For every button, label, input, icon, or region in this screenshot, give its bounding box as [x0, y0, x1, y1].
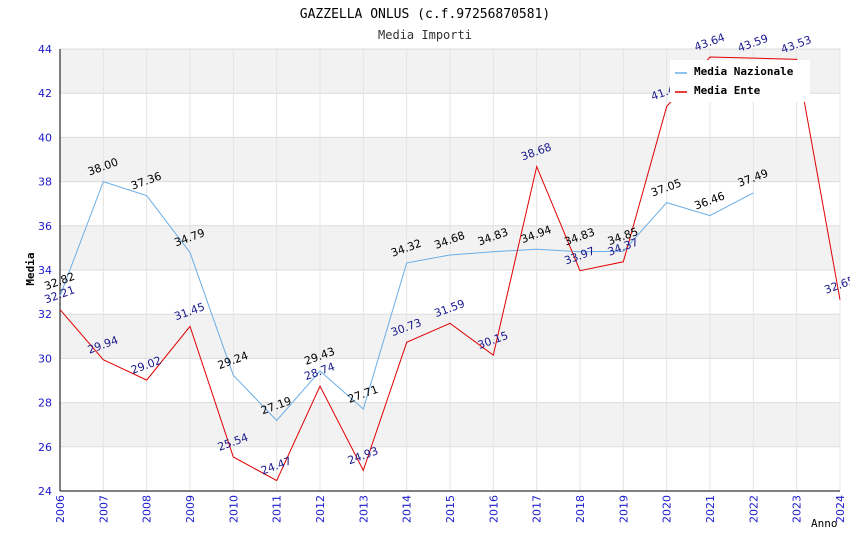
x-tick-label-2015: 2015: [444, 495, 457, 523]
legend-label-media-ente: Media Ente: [694, 84, 761, 97]
x-tick-label-2008: 2008: [141, 495, 154, 523]
x-tick-label-2009: 2009: [184, 495, 197, 523]
series-lines: [59, 56, 841, 482]
x-tick-label-2024: 2024: [834, 495, 847, 523]
axes: [59, 49, 840, 492]
y-tick-label-32: 32: [38, 308, 52, 321]
x-tick-label-2023: 2023: [791, 495, 804, 523]
y-tick-label-26: 26: [38, 441, 52, 454]
x-tick-label-2017: 2017: [531, 495, 544, 523]
legend-label-media-nazionale: Media Nazionale: [694, 65, 794, 78]
x-tick-label-2010: 2010: [227, 495, 240, 523]
x-tick-label-2020: 2020: [661, 495, 674, 523]
legend: Media Nazionale Media Ente: [670, 60, 810, 102]
y-tick-label-38: 38: [38, 176, 52, 189]
y-tick-label-34: 34: [38, 264, 52, 277]
x-tick-label-2022: 2022: [747, 495, 760, 523]
series-line-1: [59, 56, 841, 482]
x-tick-label-2016: 2016: [487, 495, 500, 523]
x-tick-label-2007: 2007: [97, 495, 110, 523]
x-tick-label-2019: 2019: [617, 495, 630, 523]
x-tick-label-2011: 2011: [271, 495, 284, 523]
x-tick-label-2014: 2014: [401, 495, 414, 523]
x-axis-label: Anno: [811, 517, 838, 530]
x-tick-label-2013: 2013: [357, 495, 370, 523]
y-tick-label-40: 40: [38, 131, 52, 144]
y-tick-label-30: 30: [38, 352, 52, 365]
x-tick-label-2012: 2012: [314, 495, 327, 523]
chart-title: GAZZELLA ONLUS (c.f.97256870581): [300, 7, 550, 22]
y-axis-label: Media: [24, 252, 37, 285]
series-line-0: [59, 180, 754, 422]
y-tick-label-28: 28: [38, 397, 52, 410]
chart-subtitle: Media Importi: [378, 28, 472, 42]
y-tick-label-44: 44: [38, 43, 52, 56]
x-tick-labels: 2006 2007 2008 2009 2010 2011 2012 2013 2014 2015…: [54, 495, 847, 523]
y-tick-label-24: 24: [38, 485, 52, 498]
x-tick-label-2021: 2021: [704, 495, 717, 523]
y-tick-label-42: 42: [38, 87, 52, 100]
y-tick-label-36: 36: [38, 220, 52, 233]
legend-box: [670, 60, 810, 102]
y-tick-labels: 24 26 28 30 32 34 36 38 40 42 44: [38, 43, 52, 498]
x-tick-label-2018: 2018: [574, 495, 587, 523]
x-tick-label-2006: 2006: [54, 495, 67, 523]
